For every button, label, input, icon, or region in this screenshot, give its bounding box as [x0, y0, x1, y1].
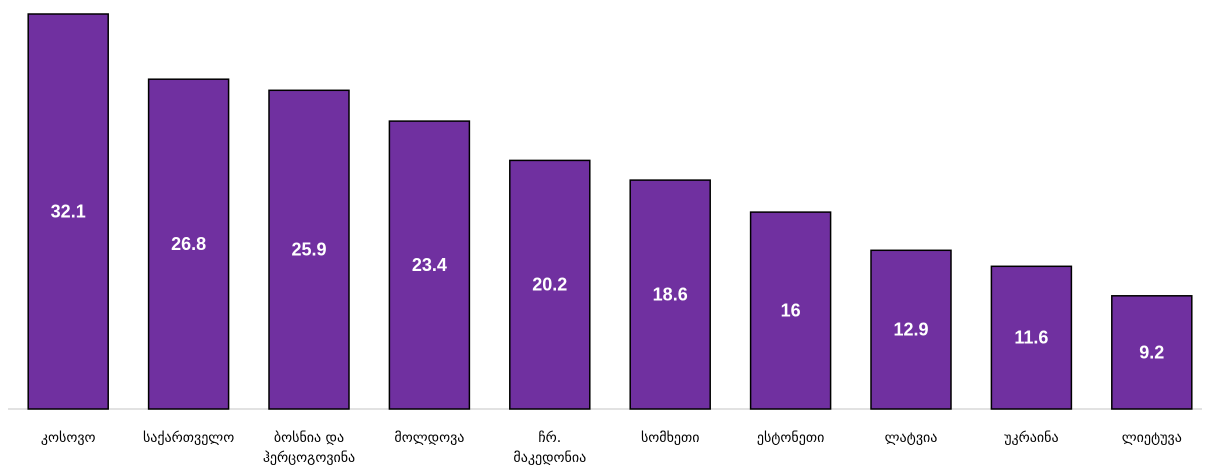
- bar: [147, 78, 230, 410]
- bar: [870, 249, 952, 410]
- category-label: საქართველო: [143, 429, 234, 446]
- category-label: ჩრ. მაკედონია: [513, 429, 586, 466]
- bar-value-label: 12.9: [893, 320, 928, 340]
- bar: [990, 265, 1073, 410]
- bar: [27, 13, 109, 410]
- category-label-line: მოლდოვა: [394, 430, 464, 446]
- bar-value-label: 26.8: [171, 234, 206, 254]
- bar-value-label: 16: [781, 301, 801, 321]
- bar-value-label: 11.6: [1014, 328, 1048, 348]
- bar-value-label: 9.2: [1139, 342, 1164, 362]
- bar-value-label: 23.4: [412, 255, 447, 275]
- bar-value-label: 32.1: [51, 202, 86, 222]
- bar: [509, 159, 591, 410]
- bar: [388, 120, 471, 410]
- category-label-line: ჩრ.: [538, 429, 561, 446]
- category-labels-group: კოსოვო საქართველო ბოსნია და ჰერცოგოვინა მოლდ…: [41, 429, 1182, 466]
- bars-group: [27, 13, 1193, 410]
- bar: [749, 211, 832, 410]
- category-label-line: ჰერცოგოვინა: [263, 449, 355, 466]
- category-label-line: კოსოვო: [41, 430, 96, 446]
- category-label: ლიეტუვა: [1122, 430, 1182, 446]
- category-label-line: ესტონეთი: [757, 430, 824, 446]
- bar-value-label: 18.6: [653, 285, 688, 305]
- category-label: სომხეთი: [641, 430, 700, 446]
- bar-value-label: 25.9: [291, 240, 326, 260]
- category-label: ბოსნია და ჰერცოგოვინა: [263, 430, 355, 466]
- bar-value-label: 20.2: [532, 275, 567, 295]
- category-label: მოლდოვა: [394, 430, 464, 446]
- category-label-line: სომხეთი: [641, 430, 700, 446]
- category-label-line: ბოსნია და: [274, 430, 344, 446]
- category-label: ლატვია: [885, 430, 938, 446]
- category-label-line: უკრაინა: [1004, 429, 1058, 446]
- category-label-line: მაკედონია: [513, 450, 586, 466]
- category-label-line: ლიეტუვა: [1122, 430, 1182, 446]
- category-label: ესტონეთი: [757, 430, 824, 446]
- value-labels-group: 32.1 26.8 25.9 23.4 20.2 18.6 16 12.9 11.6 9.2: [51, 202, 1165, 363]
- bar: [1111, 295, 1193, 410]
- bar: [268, 89, 350, 410]
- category-label-line: საქართველო: [143, 429, 234, 446]
- category-label: უკრაინა: [1004, 429, 1058, 446]
- category-label: კოსოვო: [41, 430, 96, 446]
- category-label-line: ლატვია: [885, 430, 938, 446]
- bar: [629, 179, 711, 410]
